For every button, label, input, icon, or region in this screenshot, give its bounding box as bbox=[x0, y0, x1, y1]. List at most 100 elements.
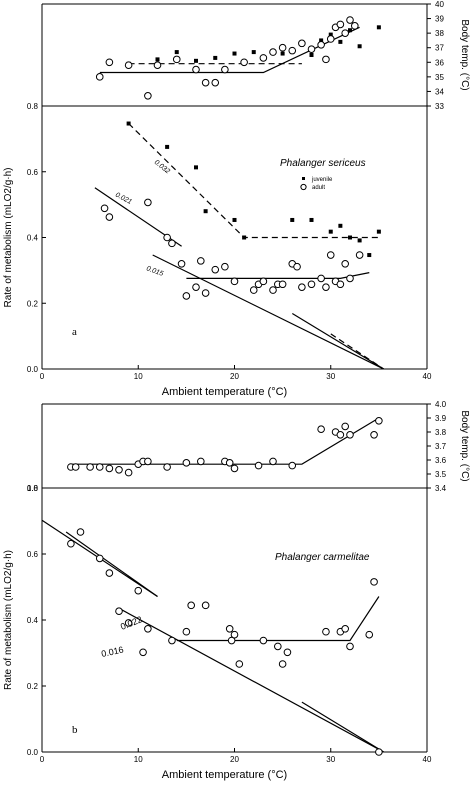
data-point-open bbox=[177, 260, 186, 268]
data-point-open bbox=[124, 619, 133, 627]
data-point-filled bbox=[328, 229, 333, 234]
data-point-open bbox=[336, 280, 345, 289]
data-point-open bbox=[341, 625, 349, 633]
data-point-open bbox=[278, 280, 287, 289]
data-point-open bbox=[105, 213, 114, 221]
y-tick-label: 3.7 bbox=[435, 442, 447, 451]
data-point-open bbox=[346, 274, 354, 283]
data-point-open bbox=[187, 601, 195, 610]
data-point-open bbox=[259, 54, 268, 62]
fit-line-5 bbox=[330, 333, 385, 370]
y-tick-label: 40 bbox=[435, 0, 444, 9]
legend-label: juvenile bbox=[311, 177, 333, 183]
y-tick-label: 0.6 bbox=[27, 550, 39, 559]
fit-line-2 bbox=[118, 607, 384, 753]
data-point-open bbox=[115, 466, 123, 474]
y-tick-label: 0.4 bbox=[27, 616, 39, 625]
panel-letter: a bbox=[72, 326, 77, 338]
data-point-open bbox=[254, 461, 263, 470]
data-point-filled bbox=[126, 121, 131, 126]
data-point-open bbox=[182, 459, 191, 467]
x-axis-title: Ambient temperature (°C) bbox=[162, 769, 287, 781]
x-tick-label: 0 bbox=[40, 372, 45, 381]
x-axis-title: Ambient temperature (°C) bbox=[162, 386, 287, 398]
data-point-open bbox=[336, 20, 345, 29]
y-tick-label: 34 bbox=[435, 87, 444, 96]
fit-line-4 bbox=[291, 312, 385, 370]
y-tick-label: 3.6 bbox=[435, 456, 447, 465]
x-tick-label: 30 bbox=[326, 372, 335, 381]
data-point-open bbox=[346, 642, 354, 651]
slope-annotation: 0.032 bbox=[153, 159, 171, 175]
data-point-filled bbox=[357, 238, 362, 243]
data-point-filled bbox=[203, 209, 208, 214]
data-point-filled bbox=[232, 217, 237, 222]
data-point-open bbox=[326, 35, 335, 43]
data-point-open bbox=[124, 61, 133, 69]
data-point-open bbox=[370, 578, 378, 586]
data-point-filled bbox=[174, 50, 179, 55]
data-point-filled bbox=[213, 55, 218, 60]
data-point-filled bbox=[367, 253, 372, 258]
data-point-open bbox=[375, 748, 383, 756]
data-point-open bbox=[221, 262, 229, 271]
x-tick-label: 0 bbox=[40, 755, 45, 764]
data-point-open bbox=[259, 277, 268, 286]
data-point-filled bbox=[376, 229, 381, 234]
data-point-open bbox=[317, 41, 325, 49]
y-axis-title: Rate of metabolism (mLO2/g·h) bbox=[3, 167, 14, 307]
panel-letter: b bbox=[72, 724, 78, 736]
data-point-open bbox=[322, 283, 330, 291]
data-point-open bbox=[326, 251, 335, 259]
data-point-open bbox=[298, 283, 306, 291]
panel-2: 3.4 3.5 3.6 3.7 3.8 3.9 4.0 1.0 Body temp. (°C) bbox=[27, 400, 470, 493]
species-label: Phalanger sericeus bbox=[280, 158, 366, 169]
data-point-open bbox=[100, 204, 109, 213]
data-point-filled bbox=[194, 58, 198, 63]
y-tick-label: 0.0 bbox=[27, 365, 39, 374]
y-tick-label: 3.8 bbox=[435, 428, 447, 437]
data-point-open bbox=[197, 457, 205, 466]
data-point-filled bbox=[357, 44, 362, 49]
fit-line-0 bbox=[99, 26, 360, 74]
y-tick-label: 36 bbox=[435, 58, 444, 67]
data-point-filled bbox=[251, 50, 256, 55]
data-point-open bbox=[288, 461, 297, 470]
data-point-open bbox=[317, 425, 325, 434]
slope-annotation: 0.022 bbox=[119, 614, 144, 632]
x-tick-label: 10 bbox=[134, 755, 143, 764]
data-point-open bbox=[269, 48, 277, 56]
data-point-open bbox=[134, 586, 143, 595]
data-point-filled bbox=[194, 165, 198, 170]
data-point-open bbox=[293, 262, 301, 271]
data-point-open bbox=[249, 286, 258, 294]
data-point-open bbox=[235, 660, 244, 668]
y-tick-label: 0.6 bbox=[27, 168, 39, 177]
y-tick-label: 4.0 bbox=[435, 400, 447, 409]
data-point-open bbox=[139, 648, 147, 657]
fit-line-0 bbox=[128, 123, 379, 239]
y-tick-label: 0.8 bbox=[27, 102, 39, 111]
data-point-open bbox=[322, 55, 330, 64]
y-tick-label: 0.2 bbox=[27, 299, 39, 308]
data-point-open bbox=[298, 39, 306, 48]
data-point-open bbox=[182, 627, 191, 636]
data-point-open bbox=[95, 73, 104, 81]
y-tick-label: 3.4 bbox=[435, 484, 447, 493]
data-point-open bbox=[211, 265, 220, 274]
data-point-open bbox=[240, 58, 248, 67]
x-tick-label: 40 bbox=[423, 372, 432, 381]
data-point-open bbox=[172, 55, 181, 64]
data-point-open bbox=[163, 463, 171, 471]
data-point-filled bbox=[348, 28, 352, 33]
data-point-open bbox=[230, 630, 239, 639]
data-point-open bbox=[283, 648, 292, 657]
y-tick-label: 0.8 bbox=[27, 484, 39, 493]
legend-marker-filled bbox=[302, 177, 305, 180]
data-point-filled bbox=[348, 235, 352, 240]
data-point-filled bbox=[309, 53, 314, 57]
data-point-open bbox=[278, 43, 287, 52]
data-point-open bbox=[365, 630, 374, 639]
data-point-open bbox=[201, 78, 210, 87]
data-point-open bbox=[144, 625, 152, 633]
